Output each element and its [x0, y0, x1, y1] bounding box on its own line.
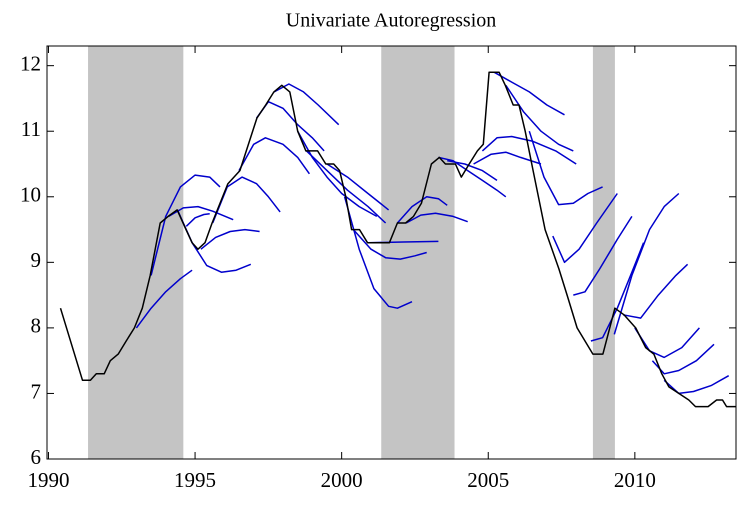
series-line — [273, 83, 340, 126]
series-line — [405, 212, 468, 224]
series-line — [352, 229, 427, 260]
x-tick-label: 1995 — [174, 468, 216, 492]
x-tick-label: 2010 — [614, 468, 656, 492]
series-line — [481, 135, 577, 165]
y-tick-label: 6 — [31, 445, 42, 469]
series-line — [622, 263, 689, 319]
y-tick-label: 10 — [20, 183, 41, 207]
series-line — [238, 137, 311, 175]
shaded-region — [381, 46, 455, 459]
series-line — [493, 71, 565, 116]
series-line — [255, 100, 325, 152]
series-line — [135, 269, 193, 329]
series-line — [651, 343, 715, 375]
series-line — [326, 163, 390, 211]
series-line — [590, 242, 645, 342]
series-line — [396, 196, 448, 224]
series-line — [185, 213, 210, 227]
series-line — [343, 196, 413, 309]
y-tick-label: 11 — [21, 117, 41, 141]
x-tick-label: 1990 — [27, 468, 69, 492]
series-line — [573, 215, 633, 296]
shaded-region — [592, 46, 615, 459]
series-line — [663, 375, 730, 395]
x-tick-label: 2005 — [467, 468, 509, 492]
y-tick-label: 9 — [31, 248, 42, 272]
y-tick-label: 7 — [31, 379, 42, 403]
chart-title: Univariate Autoregression — [286, 10, 497, 32]
series-line — [297, 130, 378, 218]
series-line — [200, 228, 260, 250]
shaded-region — [88, 46, 184, 459]
series-line — [528, 130, 603, 206]
series-line — [305, 150, 387, 224]
series-line — [613, 192, 680, 335]
series-line — [552, 193, 618, 264]
y-tick-label: 8 — [31, 314, 42, 338]
plot-frame — [46, 45, 737, 460]
y-tick-label: 12 — [20, 51, 41, 75]
series-line — [473, 151, 542, 165]
series-line — [150, 174, 221, 276]
series-line — [505, 84, 574, 152]
x-tick-label: 2000 — [321, 468, 363, 492]
series-line — [634, 327, 700, 359]
series-line — [438, 156, 507, 198]
series-line — [59, 71, 736, 408]
